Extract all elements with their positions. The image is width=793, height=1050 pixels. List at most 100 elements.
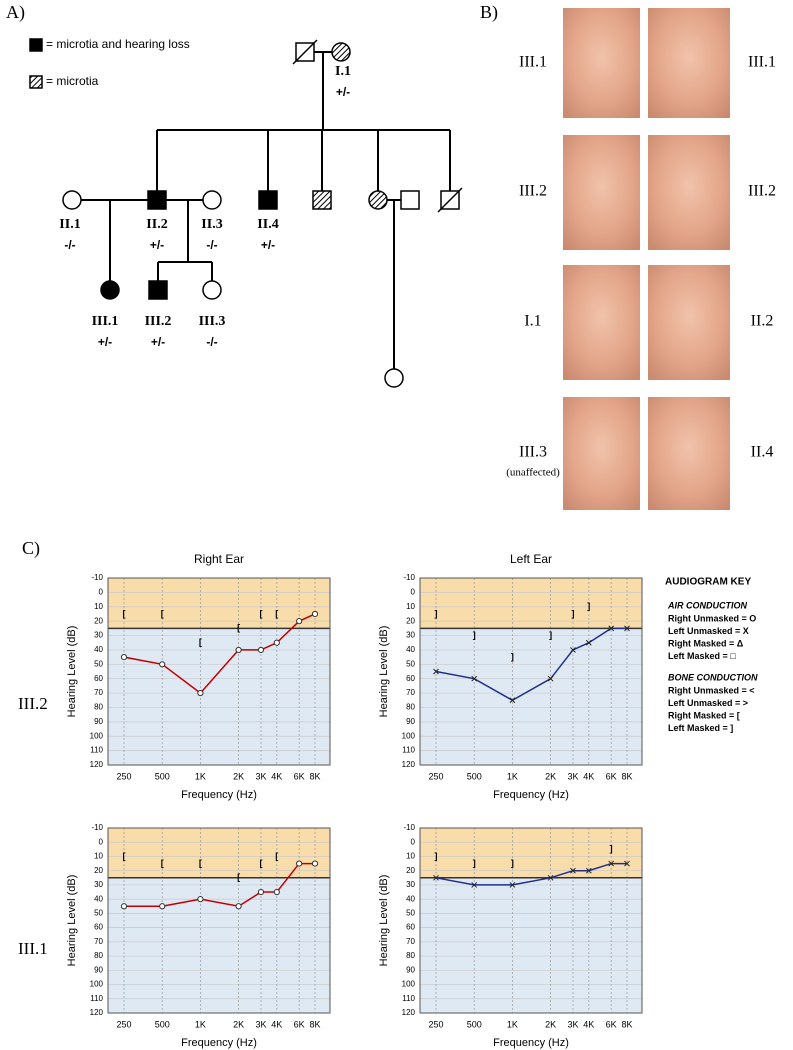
- bone-marker: ]: [511, 651, 514, 661]
- y-tick-label: 120: [90, 760, 104, 769]
- pedigree-node: [62, 190, 82, 210]
- y-tick-label: 40: [406, 894, 415, 903]
- air-marker: [273, 888, 280, 896]
- y-tick-label: 90: [94, 717, 103, 726]
- node-genotype: +/-: [98, 335, 112, 349]
- x-axis-label: Frequency (Hz): [493, 1037, 569, 1049]
- node-genotype: -/-: [206, 335, 217, 349]
- y-tick-label: 10: [406, 602, 415, 611]
- y-tick-label: 50: [406, 908, 415, 917]
- air-marker: [235, 903, 242, 910]
- key-item: Right Unmasked = <: [668, 685, 755, 695]
- legend-symbol: [29, 75, 43, 89]
- legend-label: = microtia and hearing loss: [46, 37, 190, 51]
- air-marker: [585, 867, 592, 874]
- bone-marker: ]: [549, 630, 552, 640]
- y-tick-label: 10: [94, 852, 103, 861]
- y-tick-label: -10: [403, 823, 415, 832]
- x-tick-label: 8K: [310, 1019, 321, 1029]
- y-tick-label: 50: [406, 659, 415, 668]
- air-marker: [433, 668, 439, 675]
- x-tick-label: 1K: [507, 1019, 518, 1029]
- plot-frame: [419, 577, 643, 766]
- bone-marker: [: [123, 608, 126, 618]
- loss-band: [420, 877, 642, 1013]
- pedigree-node: [258, 190, 278, 210]
- node-genotype: +/-: [261, 238, 275, 252]
- series-line: [435, 862, 628, 886]
- y-tick-label: -10: [91, 823, 103, 832]
- key-item: Right Unmasked = O: [668, 613, 756, 623]
- x-tick-label: 1K: [195, 1019, 206, 1029]
- y-tick-label: 60: [94, 674, 103, 683]
- node-label: II.4: [257, 217, 278, 232]
- x-tick-label: 500: [467, 1019, 482, 1029]
- pedigree-node: [202, 190, 222, 210]
- air-marker: [120, 903, 128, 910]
- key-heading: BONE CONDUCTION: [668, 672, 758, 682]
- y-tick-label: 20: [406, 616, 415, 625]
- x-tick-label: 500: [467, 771, 482, 781]
- x-tick-label: 8K: [622, 1019, 633, 1029]
- y-tick-label: 40: [94, 645, 103, 654]
- y-tick-label: -10: [403, 573, 415, 582]
- x-tick-label: 6K: [294, 1019, 305, 1029]
- plot-frame: [107, 827, 331, 1014]
- pedigree-node: [148, 280, 168, 300]
- pedigree-node: [331, 42, 351, 62]
- pedigree-node: [312, 190, 332, 210]
- y-tick-label: -10: [91, 573, 103, 582]
- x-tick-label: 4K: [583, 771, 594, 781]
- air-marker: [296, 860, 303, 867]
- bone-marker: [: [237, 872, 240, 882]
- x-tick-label: 2K: [545, 1019, 556, 1029]
- air-marker: [608, 625, 615, 632]
- panel-label: A): [6, 2, 25, 23]
- y-tick-label: 60: [94, 923, 103, 932]
- x-tick-label: 6K: [606, 771, 617, 781]
- x-tick-label: 250: [428, 771, 443, 781]
- x-tick-label: 3K: [567, 771, 578, 781]
- y-tick-label: 50: [94, 659, 103, 668]
- x-tick-label: 4K: [271, 771, 282, 781]
- pedigree-node: [368, 190, 388, 210]
- y-axis-label: Hearing Level (dB): [66, 626, 78, 718]
- bone-marker: [: [199, 858, 202, 868]
- y-tick-label: 70: [406, 688, 415, 697]
- x-tick-label: 3K: [255, 771, 266, 781]
- y-tick-label: 40: [94, 894, 103, 903]
- row-label: III.2: [18, 694, 48, 713]
- air-marker: [197, 896, 204, 903]
- series-line: [435, 627, 628, 702]
- plot-frame: [107, 577, 331, 766]
- air-marker: [120, 654, 128, 661]
- y-tick-label: 110: [402, 994, 415, 1003]
- node-label: II.2: [146, 217, 167, 232]
- chart-title: Left Ear: [510, 552, 552, 566]
- bone-marker: ]: [571, 608, 574, 618]
- x-tick-label: 250: [428, 1019, 443, 1029]
- air-marker: [471, 882, 478, 888]
- y-tick-label: 100: [90, 980, 104, 989]
- x-axis-label: Frequency (Hz): [181, 1037, 257, 1049]
- air-marker: [624, 625, 630, 632]
- photo-label: III.2: [519, 183, 547, 200]
- key-item: Right Masked = [: [668, 710, 740, 720]
- photos: [563, 8, 730, 510]
- y-tick-label: 0: [411, 837, 416, 846]
- y-tick-label: 20: [94, 866, 103, 875]
- y-tick-label: 0: [411, 587, 416, 596]
- y-tick-label: 60: [406, 923, 415, 932]
- air-marker: [257, 888, 265, 896]
- bone-marker: ]: [473, 630, 476, 640]
- bone-marker: [: [161, 858, 164, 868]
- air-marker: [311, 860, 319, 867]
- y-tick-label: 70: [94, 937, 103, 946]
- y-tick-label: 90: [94, 965, 103, 974]
- bone-marker: ]: [610, 844, 613, 854]
- air-marker: [570, 647, 576, 653]
- node-label: II.3: [201, 217, 222, 232]
- air-marker: [471, 675, 478, 682]
- x-tick-label: 4K: [583, 1019, 594, 1029]
- pedigree-node-slash: [437, 187, 463, 213]
